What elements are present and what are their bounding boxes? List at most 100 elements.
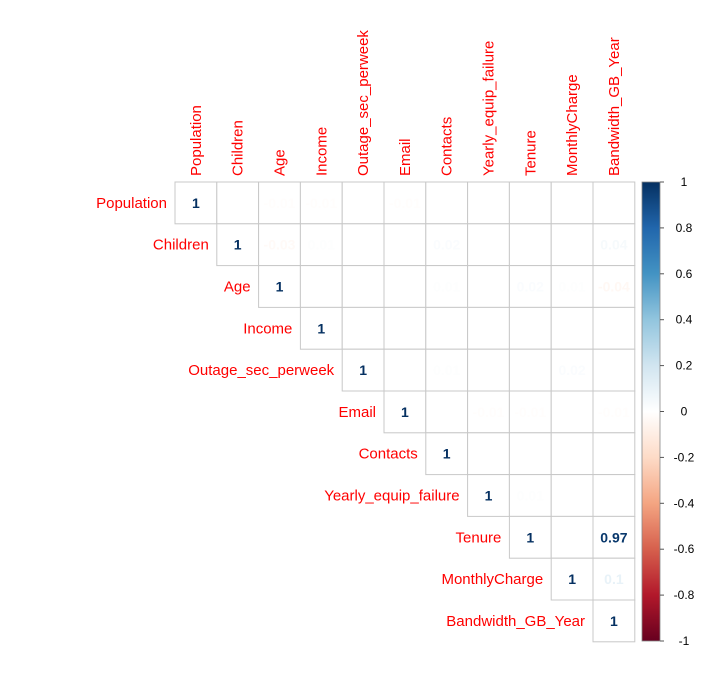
row-label: Email: [338, 404, 376, 421]
row-label: Income: [243, 320, 292, 337]
cell-value: 0.01: [433, 362, 460, 378]
matrix-cell: [550, 432, 594, 476]
matrix-cell: [508, 390, 552, 434]
colorbar: 1 0.8 0.6 0.4 0.2 0 -0.2 -0.4 -0.6 -0.8 -1: [641, 175, 695, 648]
colorbar-tick-label: 0.8: [676, 221, 693, 235]
matrix-cell: [508, 515, 552, 559]
matrix-cell: [550, 265, 594, 308]
matrix-cell: [383, 223, 427, 267]
matrix-cell: [592, 599, 636, 643]
matrix-cell: [550, 515, 594, 559]
cell-value: 0.04: [600, 237, 627, 253]
cell-value: 1: [192, 195, 200, 211]
matrix-cell: [467, 223, 510, 267]
row-label: Children: [153, 237, 209, 254]
row-label: Bandwidth_GB_Year: [446, 613, 585, 630]
column-label: Contacts: [439, 117, 456, 176]
matrix-cell: [425, 223, 469, 267]
column-labels: Population Children Age Income Outage_sec_pe…: [188, 30, 623, 176]
matrix-cell: [550, 474, 594, 517]
matrix-cell: [550, 181, 594, 225]
matrix-cell: [467, 474, 510, 517]
matrix-cell: [592, 390, 636, 434]
cell-value: -0.01: [473, 404, 505, 420]
matrix-cell: [467, 348, 510, 392]
column-label: Children: [230, 120, 247, 176]
column-label: Tenure: [522, 130, 539, 176]
cell-value: -0.01: [598, 404, 630, 420]
matrix-cell: [467, 306, 510, 350]
cell-value: 0.01: [517, 488, 544, 504]
matrix-cell: [592, 557, 636, 601]
matrix-cell: [383, 390, 427, 434]
matrix-cell: [592, 474, 636, 517]
cell-value: 0.02: [433, 237, 460, 253]
colorbar-tick-label: -0.4: [674, 496, 695, 510]
matrix-cell: [383, 181, 427, 225]
cell-value: 0.1: [604, 571, 624, 587]
matrix-cell: [508, 348, 552, 392]
matrix-cell: [341, 181, 385, 225]
matrix-cell: [341, 306, 385, 350]
matrix-cell: [550, 306, 594, 350]
column-label: Bandwidth_GB_Year: [606, 37, 623, 176]
matrix-cell: [299, 306, 343, 350]
matrix-cell: [508, 432, 552, 476]
matrix-cell: [299, 223, 343, 267]
colorbar-tick-label: 0: [681, 405, 688, 419]
matrix-cell: [467, 432, 510, 476]
colorbar-tick-label: -0.2: [674, 450, 695, 464]
colorbar-tick-label: -1: [679, 634, 690, 648]
matrix-cell: [508, 223, 552, 267]
matrix-cell: [383, 348, 427, 392]
cell-value: 1: [443, 446, 451, 462]
matrix-cell: [216, 223, 260, 267]
row-labels: Population Children Age Income Outage_sec_pe…: [96, 195, 585, 630]
row-label: Population: [96, 195, 167, 212]
column-label: Outage_sec_perweek: [355, 30, 372, 176]
matrix-cell: [299, 265, 343, 308]
matrix-cell: [592, 306, 636, 350]
cell-value: -0.01: [264, 195, 296, 211]
colorbar-tick-label: 0.4: [676, 313, 693, 327]
cell-value: 0.01: [558, 279, 585, 295]
cell-value: 1: [610, 613, 618, 629]
cell-value-labels: 1 -0.01 -0.01 -0.01 1 -0.03 0.01 0.02 0.04 1 0.01 0…: [192, 195, 630, 629]
matrix-cell: [258, 265, 301, 308]
colorbar-tick-label: -0.8: [674, 588, 695, 602]
cell-value: 0.97: [600, 529, 627, 545]
row-label: Contacts: [359, 446, 418, 463]
matrix-cell: [508, 306, 552, 350]
row-label: Yearly_equip_failure: [324, 488, 459, 505]
cell-value: 0.02: [517, 279, 544, 295]
column-label: Yearly_equip_failure: [481, 41, 498, 176]
cell-value: 0.01: [433, 279, 460, 295]
matrix-cell: [383, 265, 427, 308]
column-label: MonthlyCharge: [564, 74, 581, 176]
matrix-cell: [592, 265, 636, 308]
cell-value: 1: [526, 529, 534, 545]
matrix-cell: [550, 390, 594, 434]
matrix-cell: [341, 265, 385, 308]
row-label: Tenure: [456, 529, 502, 546]
matrix-cell: [467, 181, 510, 225]
cell-value: 1: [485, 488, 493, 504]
matrix-cell: [467, 390, 510, 434]
cell-value: -0.04: [598, 279, 630, 295]
colorbar-tick-label: 0.6: [676, 267, 693, 281]
matrix-cell: [592, 432, 636, 476]
matrix-cell: [592, 223, 636, 267]
row-label: MonthlyCharge: [441, 571, 543, 588]
cell-value: 1: [317, 320, 325, 336]
row-label: Age: [224, 279, 251, 296]
matrix-cell: [425, 181, 469, 225]
row-label: Outage_sec_perweek: [188, 362, 334, 379]
matrix-cell: [341, 223, 385, 267]
cell-value: 1: [359, 362, 367, 378]
matrix-cell: [425, 390, 469, 434]
colorbar-bar: [641, 181, 661, 642]
matrix-cell: [174, 181, 218, 225]
matrix-cell: [592, 348, 636, 392]
column-label: Income: [313, 127, 330, 176]
